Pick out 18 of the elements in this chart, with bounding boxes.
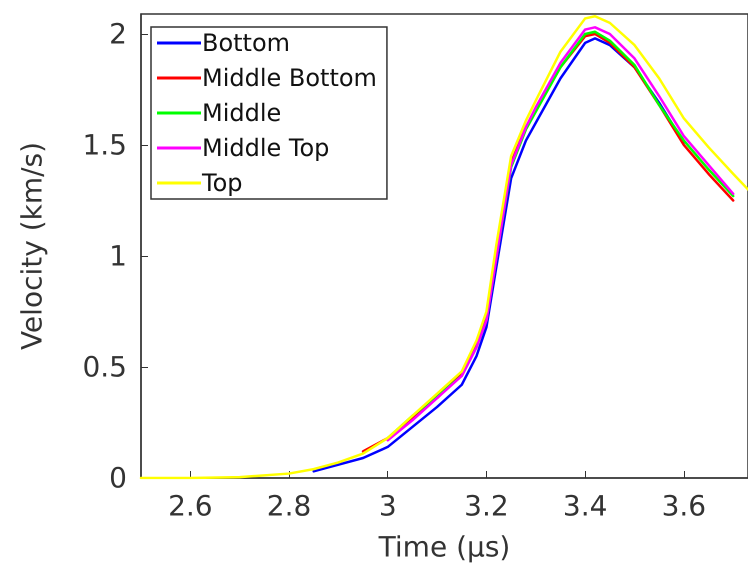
y-tick-label: 1.5 — [82, 128, 127, 162]
legend-label: Middle Top — [202, 134, 330, 162]
y-tick-label: 1 — [109, 239, 127, 272]
y-axis-title: Velocity (km/s) — [16, 142, 48, 350]
x-tick-label: 2.6 — [168, 490, 213, 522]
legend-label: Middle — [202, 99, 282, 127]
x-axis-title: Time (μs) — [378, 530, 510, 564]
x-tick-label: 3.6 — [662, 490, 706, 522]
y-tick-label: 0.5 — [82, 350, 127, 384]
legend-label: Middle Bottom — [202, 64, 377, 92]
y-tick-label: 0 — [109, 462, 127, 494]
x-tick-label: 2.8 — [266, 490, 312, 522]
x-tick-label: 3.4 — [562, 490, 608, 522]
legend-label: Bottom — [202, 29, 290, 57]
x-tick-label: 3.2 — [464, 490, 509, 522]
x-tick-label: 3 — [378, 490, 397, 522]
legend-label: Top — [201, 169, 242, 197]
y-tick-label: 2 — [109, 17, 127, 50]
